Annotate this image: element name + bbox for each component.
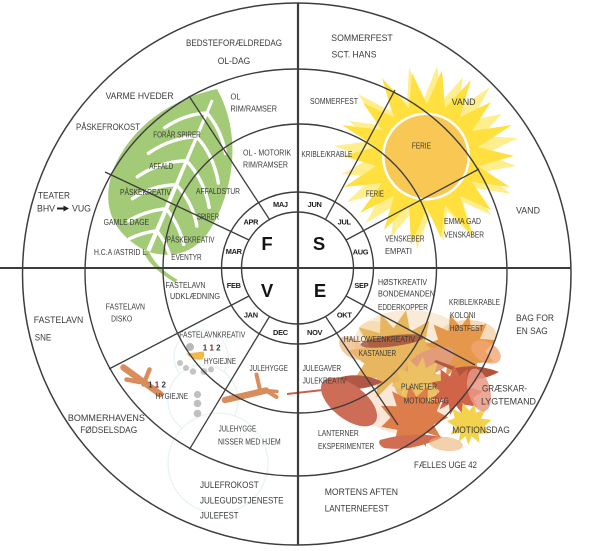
svg-text:KRIBLE/KRABLE: KRIBLE/KRABLE: [301, 150, 352, 159]
svg-text:TEATER: TEATER: [38, 191, 70, 202]
svg-text:BOMMERHAVENS: BOMMERHAVENS: [68, 413, 145, 424]
svg-text:EN SAG: EN SAG: [516, 326, 548, 337]
svg-text:MORTENS AFTEN: MORTENS AFTEN: [325, 487, 398, 498]
svg-text:HYGIEJNE: HYGIEJNE: [204, 357, 236, 366]
svg-text:HALLOWEENKREATIV: HALLOWEENKREATIV: [344, 335, 416, 344]
svg-text:AUG: AUG: [353, 248, 369, 257]
svg-text:SCT. HANS: SCT. HANS: [332, 50, 377, 61]
svg-text:VAND: VAND: [516, 206, 540, 217]
svg-text:AFFALD: AFFALD: [149, 162, 173, 171]
svg-text:LANTERNEFEST: LANTERNEFEST: [325, 504, 389, 515]
svg-text:F: F: [261, 233, 272, 254]
svg-text:PLANETER: PLANETER: [401, 383, 437, 392]
svg-text:MOTIONSDAG: MOTIONSDAG: [452, 425, 510, 436]
svg-text:FORÅR SPIRER: FORÅR SPIRER: [153, 131, 201, 140]
svg-text:HØSTKREATIV: HØSTKREATIV: [378, 278, 428, 287]
svg-text:LANTERNER: LANTERNER: [318, 429, 359, 438]
svg-text:JUL: JUL: [338, 217, 352, 226]
svg-text:GRÆSKAR-: GRÆSKAR-: [482, 384, 527, 395]
svg-text:SEP: SEP: [354, 281, 368, 290]
svg-text:FERIE: FERIE: [412, 142, 431, 151]
svg-text:HØSTFEST: HØSTFEST: [450, 324, 483, 333]
svg-text:DEC: DEC: [273, 328, 289, 337]
svg-text:1 1 2: 1 1 2: [148, 381, 166, 390]
svg-text:EMPATI: EMPATI: [385, 247, 412, 256]
svg-text:MAJ: MAJ: [273, 200, 288, 209]
svg-text:MOTIONSDAG: MOTIONSDAG: [404, 397, 449, 406]
svg-text:OL-DAG: OL-DAG: [218, 56, 251, 67]
svg-text:KRIBLE/KRABLE: KRIBLE/KRABLE: [449, 298, 500, 307]
svg-text:H.C.A /ASTRID L.: H.C.A /ASTRID L.: [94, 248, 148, 257]
svg-text:PÅSKEKREATIV: PÅSKEKREATIV: [167, 236, 215, 245]
svg-text:SNE: SNE: [35, 333, 52, 344]
svg-text:AFFALDSTUR: AFFALDSTUR: [196, 187, 240, 196]
svg-text:BONDEMANDEN: BONDEMANDEN: [378, 290, 435, 299]
svg-text:FASTELAVN: FASTELAVN: [166, 281, 206, 290]
svg-text:JULEFEST: JULEFEST: [200, 511, 239, 522]
svg-text:VENSKABER: VENSKABER: [444, 231, 484, 240]
svg-text:FASTELAVNKREATIV: FASTELAVNKREATIV: [179, 331, 246, 340]
svg-text:FASTELAVN: FASTELAVN: [106, 303, 145, 312]
svg-text:1 1 2: 1 1 2: [203, 344, 221, 353]
svg-text:SOMMERFEST: SOMMERFEST: [310, 97, 358, 106]
svg-text:JULEHYGGE: JULEHYGGE: [219, 425, 257, 434]
svg-text:RIM/RAMSER: RIM/RAMSER: [243, 161, 288, 170]
svg-text:SPIRER: SPIRER: [197, 213, 219, 222]
svg-text:UDKLÆDNING: UDKLÆDNING: [170, 292, 220, 301]
svg-text:KASTANJER: KASTANJER: [359, 349, 397, 358]
svg-text:HYGIEJNE: HYGIEJNE: [156, 392, 189, 401]
svg-text:VUG: VUG: [72, 204, 91, 215]
svg-text:S: S: [313, 233, 325, 254]
svg-text:EVENTYR: EVENTYR: [171, 253, 202, 262]
svg-text:JULEFROKOST: JULEFROKOST: [200, 480, 259, 491]
svg-text:EMMA GAD: EMMA GAD: [444, 217, 481, 226]
svg-text:OL: OL: [231, 93, 242, 102]
svg-text:VENSKEBER: VENSKEBER: [385, 235, 425, 244]
svg-text:LYGTEMAND: LYGTEMAND: [481, 397, 536, 408]
svg-text:FÆLLES UGE 42: FÆLLES UGE 42: [414, 460, 477, 471]
svg-text:EKSPERIMENTER: EKSPERIMENTER: [318, 442, 374, 451]
svg-text:NOV: NOV: [307, 328, 322, 337]
svg-text:JULEGAVER: JULEGAVER: [303, 364, 342, 373]
svg-text:RIM/RAMSER: RIM/RAMSER: [231, 105, 278, 114]
svg-text:DISKO: DISKO: [111, 315, 132, 324]
svg-text:PÅSKEKREATIV: PÅSKEKREATIV: [120, 188, 172, 197]
svg-text:JAN: JAN: [244, 311, 258, 320]
svg-text:BHV: BHV: [37, 204, 56, 215]
svg-text:JULEHYGGE: JULEHYGGE: [249, 364, 288, 373]
svg-text:MAR: MAR: [226, 247, 243, 256]
svg-text:OL - MOTORIK: OL - MOTORIK: [243, 149, 292, 158]
svg-text:KOLONI: KOLONI: [450, 311, 476, 320]
svg-text:JULEKREATIV: JULEKREATIV: [303, 377, 347, 386]
svg-text:JULEGUDSTJENESTE: JULEGUDSTJENESTE: [200, 496, 284, 507]
svg-text:VAND: VAND: [452, 97, 476, 108]
svg-text:PÅSKEFROKOST: PÅSKEFROKOST: [76, 122, 140, 133]
svg-text:APR: APR: [243, 217, 259, 226]
svg-text:SOMMERFEST: SOMMERFEST: [331, 33, 393, 44]
svg-text:VARME HVEDER: VARME HVEDER: [106, 91, 174, 102]
svg-text:BEDSTEFORÆLDREDAG: BEDSTEFORÆLDREDAG: [186, 38, 282, 49]
svg-text:OKT: OKT: [337, 311, 352, 320]
svg-text:FERIE: FERIE: [366, 190, 384, 199]
svg-text:V: V: [261, 280, 274, 301]
svg-text:FØDSELSDAG: FØDSELSDAG: [80, 425, 137, 436]
svg-text:NISSER MED HJEM: NISSER MED HJEM: [218, 438, 281, 447]
svg-text:GAMLE DAGE: GAMLE DAGE: [104, 218, 150, 227]
svg-text:FASTELAVN: FASTELAVN: [34, 315, 84, 326]
svg-text:JUN: JUN: [308, 200, 322, 209]
svg-text:FEB: FEB: [227, 281, 241, 290]
svg-text:E: E: [314, 280, 326, 301]
svg-text:EDDERKOPPER: EDDERKOPPER: [378, 303, 428, 312]
svg-text:BAG FOR: BAG FOR: [516, 313, 554, 324]
